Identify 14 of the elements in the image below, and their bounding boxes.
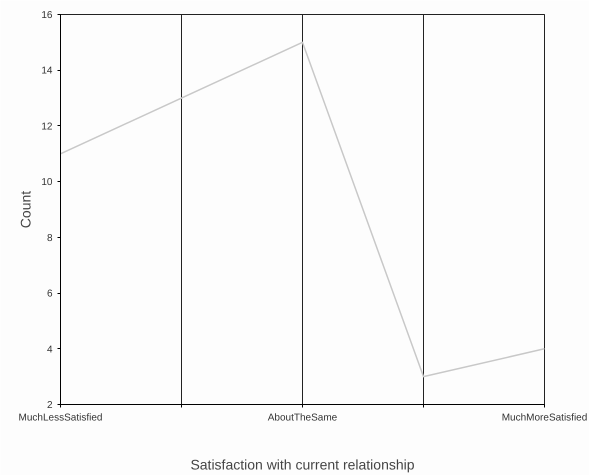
- y-tick-label: 10: [41, 177, 53, 188]
- y-tick-label: 6: [46, 288, 53, 300]
- x-axis-title: Satisfaction with current relationship: [190, 456, 415, 472]
- y-tick-label: 2: [46, 400, 53, 411]
- line-series: [60, 42, 544, 378]
- y-tick-label: 8: [46, 232, 53, 244]
- x-tick-label: MuchMoreSatisfied: [502, 412, 588, 424]
- x-tick-label: MuchLessSatisfied: [18, 412, 102, 424]
- y-axis-title: Count: [17, 190, 34, 228]
- y-tick-label: 16: [41, 10, 53, 21]
- y-tick-label: 4: [46, 344, 53, 356]
- y-tick-label: 12: [41, 121, 53, 132]
- x-tick-label: AboutTheSame: [268, 412, 338, 424]
- y-tick-label: 14: [41, 66, 53, 77]
